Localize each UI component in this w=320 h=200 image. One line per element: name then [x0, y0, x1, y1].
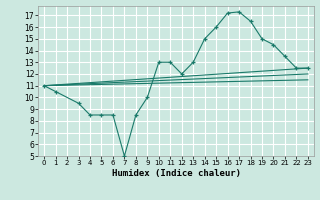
X-axis label: Humidex (Indice chaleur): Humidex (Indice chaleur)	[111, 169, 241, 178]
